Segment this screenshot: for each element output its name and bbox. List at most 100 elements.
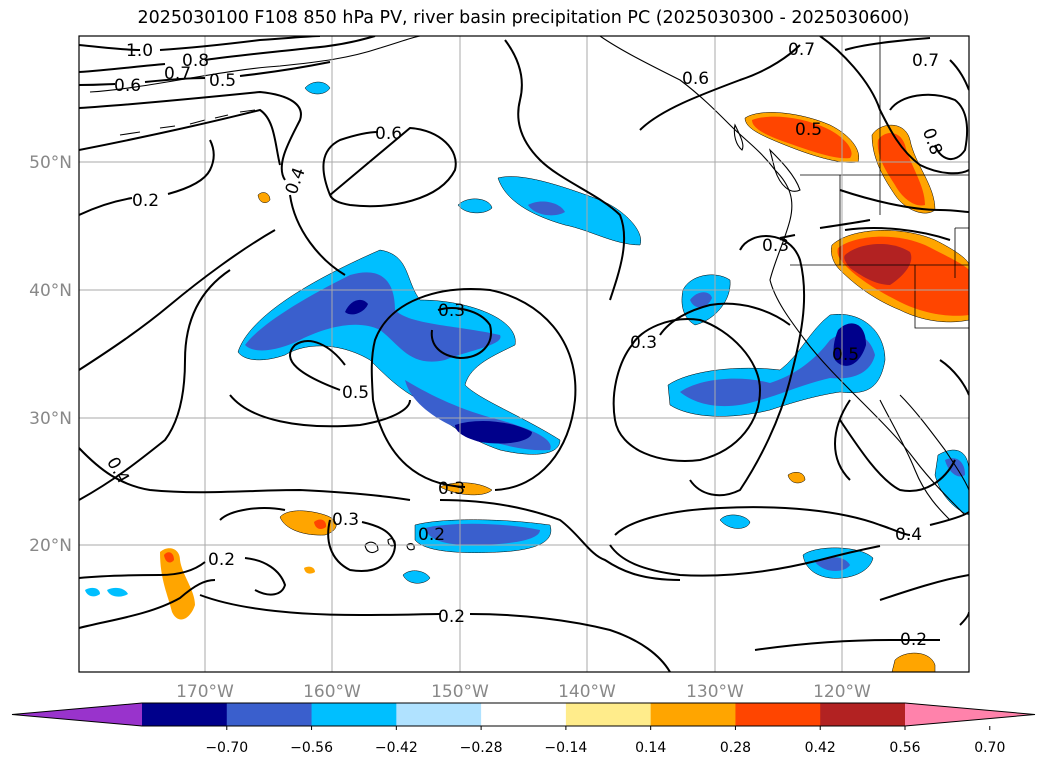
precip-area (891, 652, 936, 672)
contour-label: 1.0 (126, 41, 153, 61)
precip-area (815, 557, 850, 572)
gulf-of-california (899, 394, 969, 491)
precip-area (425, 523, 540, 545)
contour-label: 0.3 (762, 236, 789, 256)
gridlines (79, 36, 969, 672)
colorbar-tick-label: −0.14 (544, 740, 587, 756)
contour-label: 0.2 (132, 191, 159, 211)
contour-label: 0.2 (900, 630, 927, 650)
precip-area (402, 570, 431, 584)
contour-line (430, 307, 492, 360)
contour-label: 0.7 (912, 51, 939, 71)
contour-label: 0.3 (438, 301, 465, 321)
precip-area (345, 299, 368, 315)
contour-line (370, 288, 577, 491)
precip-area (304, 566, 315, 574)
contour-label: 0.5 (342, 383, 369, 403)
colorbar-swatch (565, 703, 652, 726)
precip-area (107, 587, 128, 597)
contour-line (79, 36, 376, 73)
map-title: 2025030100 F108 850 hPa PV, river basin … (137, 8, 910, 28)
colorbar-swatch (226, 703, 313, 726)
precip-area (279, 510, 337, 536)
contour-line (79, 579, 216, 629)
contour-label: 0.5 (832, 345, 859, 365)
contour-line (79, 229, 276, 371)
precip-area (314, 519, 327, 530)
colorbar-swatch (481, 703, 567, 726)
contour-label: 0.6 (114, 76, 141, 96)
contour-line (659, 302, 791, 336)
colorbar-tick-label: −0.70 (205, 740, 248, 756)
aleutian-chain (119, 109, 256, 136)
precip-area (680, 332, 875, 407)
contour-line (834, 399, 851, 481)
map-frame (78, 35, 970, 673)
contour-line (612, 318, 762, 462)
colorbar-swatch (735, 703, 821, 726)
precip-area (160, 548, 195, 620)
contour-line (689, 235, 806, 497)
lon-label: 130°W (686, 682, 744, 702)
precip-area (457, 198, 493, 214)
precip-area (85, 587, 100, 597)
contour-line (79, 447, 681, 581)
colorbar-swatch (650, 703, 736, 726)
latitude-labels: 50°N 40°N 30°N 20°N (29, 153, 72, 556)
lat-label: 20°N (29, 536, 72, 556)
lat-label: 30°N (29, 409, 72, 429)
contour-label: 0.8 (182, 51, 209, 71)
precip-area (945, 458, 965, 477)
contour-line (79, 269, 231, 501)
contour-label: 0.2 (438, 607, 465, 627)
contour-line (779, 219, 871, 239)
vancouver-island (768, 148, 801, 192)
colorbar-tick-label: 0.28 (720, 740, 751, 756)
precip-area (719, 514, 751, 529)
contour-line (844, 227, 951, 241)
contour-label: 0.3 (630, 333, 657, 353)
lon-label: 140°W (558, 682, 616, 702)
colorbar-tick-label: −0.28 (460, 740, 503, 756)
contour-label: 0.5 (795, 120, 822, 140)
contour-line (79, 61, 331, 86)
contour-line (609, 544, 881, 577)
haida-gwaii (733, 123, 744, 151)
contour-label: 0.6 (375, 124, 402, 144)
precip-area (304, 81, 331, 95)
contour-line (929, 511, 969, 526)
contour-line (839, 419, 956, 492)
colorbar-extend-high (905, 703, 1035, 726)
precip-negative-shading (85, 81, 969, 597)
contour-line (327, 519, 397, 572)
precip-area (844, 244, 912, 285)
colorbar-tick-label: −0.56 (290, 740, 333, 756)
colorbar-outline (11, 702, 1036, 727)
contour-line (879, 574, 969, 601)
lat-label: 40°N (29, 281, 72, 301)
contour-line (322, 126, 457, 208)
contour-label: 0.7 (164, 64, 191, 84)
contour-label: 0.4 (895, 525, 922, 545)
contour-line (839, 189, 969, 213)
lon-label: 150°W (431, 682, 489, 702)
precip-area (257, 192, 271, 203)
colorbar-swatch (311, 703, 397, 726)
precip-area (877, 133, 925, 206)
colorbar-tick-label: 0.56 (889, 740, 920, 756)
contour-line (614, 506, 911, 536)
precip-area (787, 472, 806, 484)
lat-label: 50°N (29, 153, 72, 173)
contour-label: 0.6 (682, 69, 709, 89)
contour-line (939, 359, 969, 396)
lon-label: 170°W (176, 682, 234, 702)
precip-area (752, 116, 852, 159)
state-borders (790, 175, 969, 329)
precip-positive-shading (160, 112, 969, 672)
contour-line (79, 108, 346, 276)
pv-contours (79, 36, 969, 672)
colorbar-swatch (396, 703, 482, 726)
precip-area (690, 292, 712, 308)
alaska-coast (89, 36, 421, 93)
